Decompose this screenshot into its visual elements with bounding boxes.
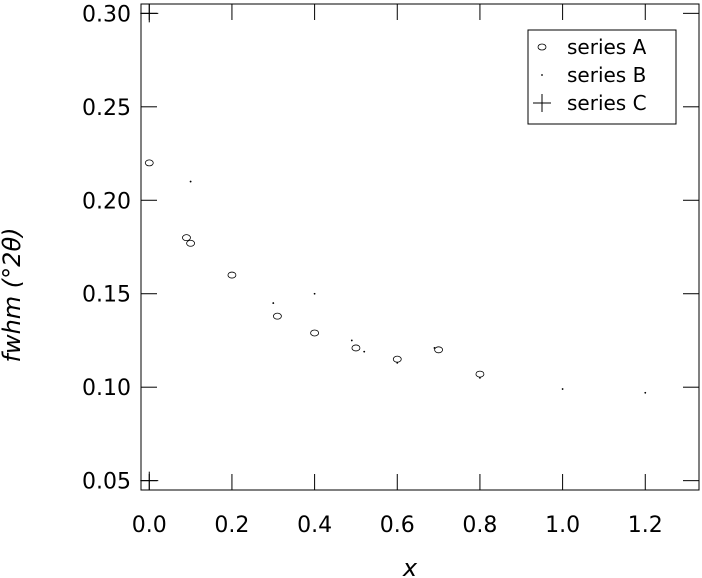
x-axis-label: x <box>402 554 418 578</box>
y-tick-label: 0.10 <box>82 376 131 401</box>
series-c <box>140 4 159 490</box>
data-point <box>144 159 154 167</box>
data-marks <box>140 4 647 490</box>
data-point <box>363 350 366 353</box>
y-tick-label: 0.20 <box>82 189 131 214</box>
data-point <box>433 347 436 349</box>
data-point <box>186 239 196 247</box>
data-point <box>644 391 647 394</box>
y-axis: 0.05 0.10 0.15 0.20 0.25 0.30 <box>82 2 699 495</box>
legend-entry-label: series B <box>567 63 646 87</box>
data-point <box>434 346 444 354</box>
data-point <box>182 234 191 242</box>
data-point <box>392 355 402 363</box>
data-point <box>313 292 316 295</box>
y-tick-label: 0.05 <box>82 470 131 495</box>
y-axis-label: fwhm (°2θ) <box>0 228 26 363</box>
x-tick-label: 0.8 <box>462 513 497 538</box>
x-tick-label: 1.2 <box>628 513 663 538</box>
x-tick-label: 1.0 <box>545 513 580 538</box>
legend-marker <box>537 43 547 51</box>
data-point <box>310 329 320 337</box>
data-point <box>272 312 282 320</box>
data-point <box>189 180 192 183</box>
plot-area-border <box>140 3 700 491</box>
data-point <box>227 271 237 279</box>
legend-marker <box>541 74 543 76</box>
x-tick-label: 0.4 <box>297 513 332 538</box>
y-tick-label: 0.30 <box>82 2 131 27</box>
y-tick-label: 0.25 <box>82 96 131 121</box>
y-tick-label: 0.15 <box>82 283 131 308</box>
data-point <box>140 471 159 490</box>
data-point <box>396 361 399 364</box>
data-point <box>475 370 485 378</box>
plot-frame <box>140 3 700 491</box>
data-point <box>479 376 481 379</box>
data-point <box>140 4 159 23</box>
data-point <box>561 388 564 390</box>
x-axis: 0.0 0.2 0.4 0.6 0.8 1.0 1.2 <box>132 4 663 538</box>
x-tick-label: 0.2 <box>214 513 249 538</box>
series-b <box>189 180 647 394</box>
legend-marker <box>533 94 551 112</box>
x-tick-label: 0.6 <box>380 513 415 538</box>
data-point <box>350 339 353 342</box>
data-point <box>272 302 275 304</box>
series-a <box>144 159 485 378</box>
legend-box <box>527 29 677 125</box>
legend-entry-label: series A <box>567 35 647 59</box>
legend-entry-label: series C <box>567 91 647 115</box>
data-point <box>351 344 361 352</box>
legend: series A series B series C <box>527 29 677 125</box>
x-tick-label: 0.0 <box>132 513 167 538</box>
